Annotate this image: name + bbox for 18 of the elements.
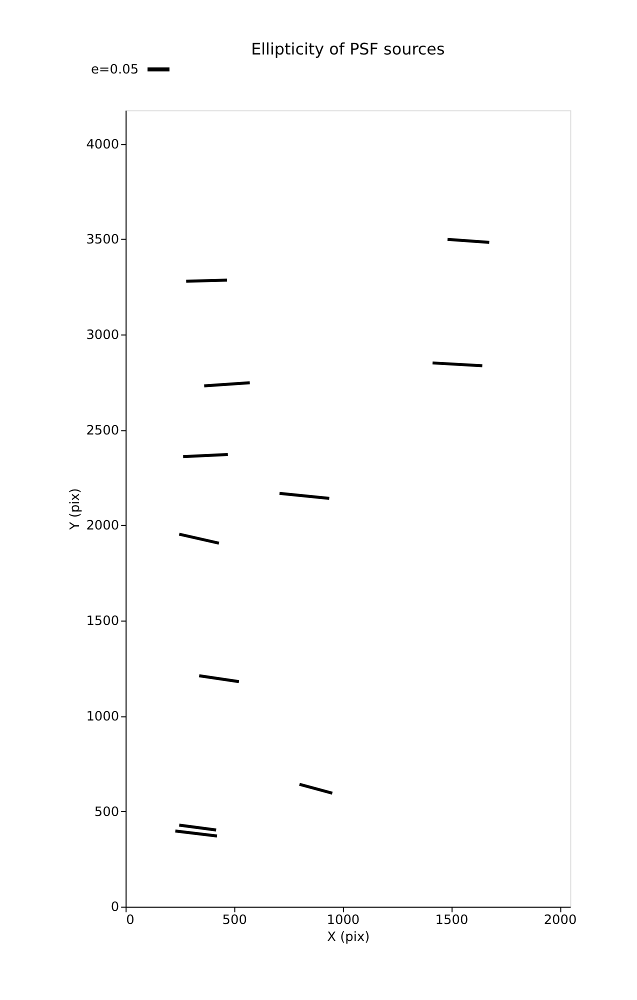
y-tick-label: 2000 — [86, 518, 120, 534]
chart-title: Ellipticity of PSF sources — [251, 39, 445, 58]
legend-label: e=0.05 — [90, 62, 139, 78]
y-axis-title: Y (pix) — [68, 488, 84, 531]
x-tick-label: 1000 — [326, 913, 360, 928]
y-tick-label: 1000 — [86, 709, 120, 724]
y-tick-label: 2500 — [86, 423, 120, 438]
y-tick-label: 3000 — [86, 328, 120, 344]
x-tick-label: 1500 — [435, 913, 468, 928]
x-axis-title: X (pix) — [327, 930, 370, 946]
y-tick-label: 0 — [110, 900, 120, 916]
x-tick-label: 0 — [126, 913, 134, 928]
y-tick-label: 3500 — [86, 232, 120, 248]
x-tick-label: 2000 — [544, 913, 577, 928]
x-tick-label: 500 — [222, 913, 247, 928]
y-tick-label: 500 — [94, 804, 120, 820]
y-tick-label: 4000 — [86, 137, 120, 152]
y-tick-label: 1500 — [86, 614, 120, 630]
